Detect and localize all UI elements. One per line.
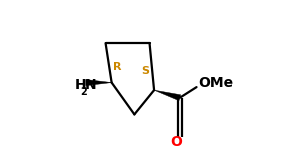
Polygon shape bbox=[86, 80, 112, 86]
Text: N: N bbox=[85, 78, 97, 92]
Text: R: R bbox=[113, 62, 121, 72]
Text: 2: 2 bbox=[81, 87, 87, 97]
Text: S: S bbox=[142, 66, 150, 76]
Text: O: O bbox=[170, 135, 182, 149]
Polygon shape bbox=[154, 90, 181, 101]
Text: H: H bbox=[74, 78, 86, 92]
Text: OMe: OMe bbox=[198, 76, 233, 90]
